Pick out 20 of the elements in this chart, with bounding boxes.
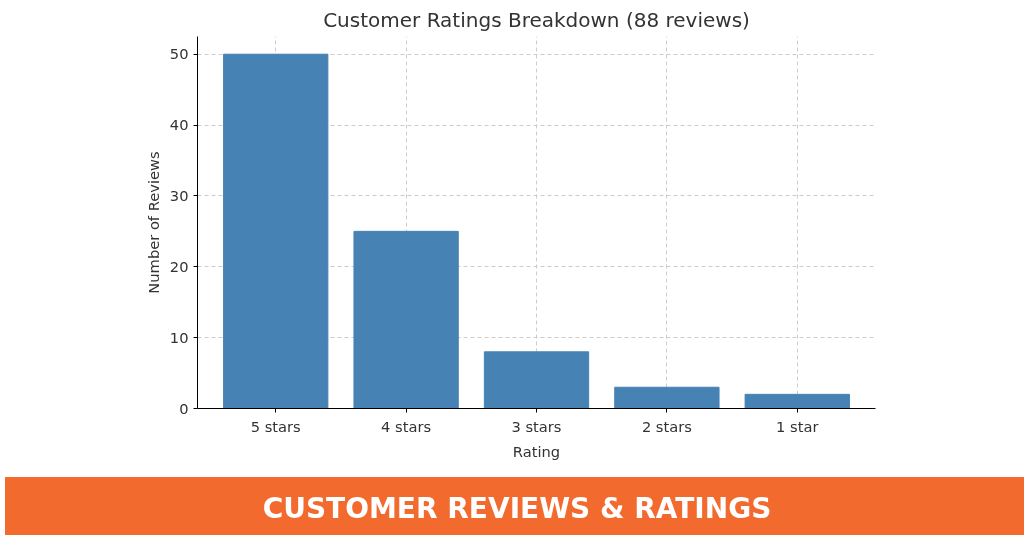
bar	[483, 351, 590, 409]
bar	[353, 230, 459, 409]
bar	[614, 386, 720, 409]
y-tick-label: 10	[169, 328, 189, 346]
y-tick-label: 50	[169, 45, 189, 63]
x-axis-title: Rating	[512, 442, 561, 460]
y-tick-label: 20	[169, 257, 189, 275]
y-axis-title: Number of Reviews	[144, 151, 162, 294]
x-tick-label: 2 stars	[641, 417, 692, 435]
y-tick-label: 40	[169, 116, 189, 134]
y-tick-label: 30	[169, 186, 189, 204]
x-tick-label: 4 stars	[381, 417, 432, 435]
x-tick-label: 5 stars	[250, 417, 301, 435]
x-tick-label: 3 stars	[511, 417, 562, 435]
chart-title: Customer Ratings Breakdown (88 reviews)	[323, 7, 750, 32]
text: CUSTOMER REVIEWS & RATINGS	[5, 477, 1024, 535]
y-tick-label: 0	[179, 399, 189, 417]
bar	[223, 53, 329, 409]
x-tick-label: 1 star	[776, 417, 820, 435]
bar	[744, 393, 850, 409]
